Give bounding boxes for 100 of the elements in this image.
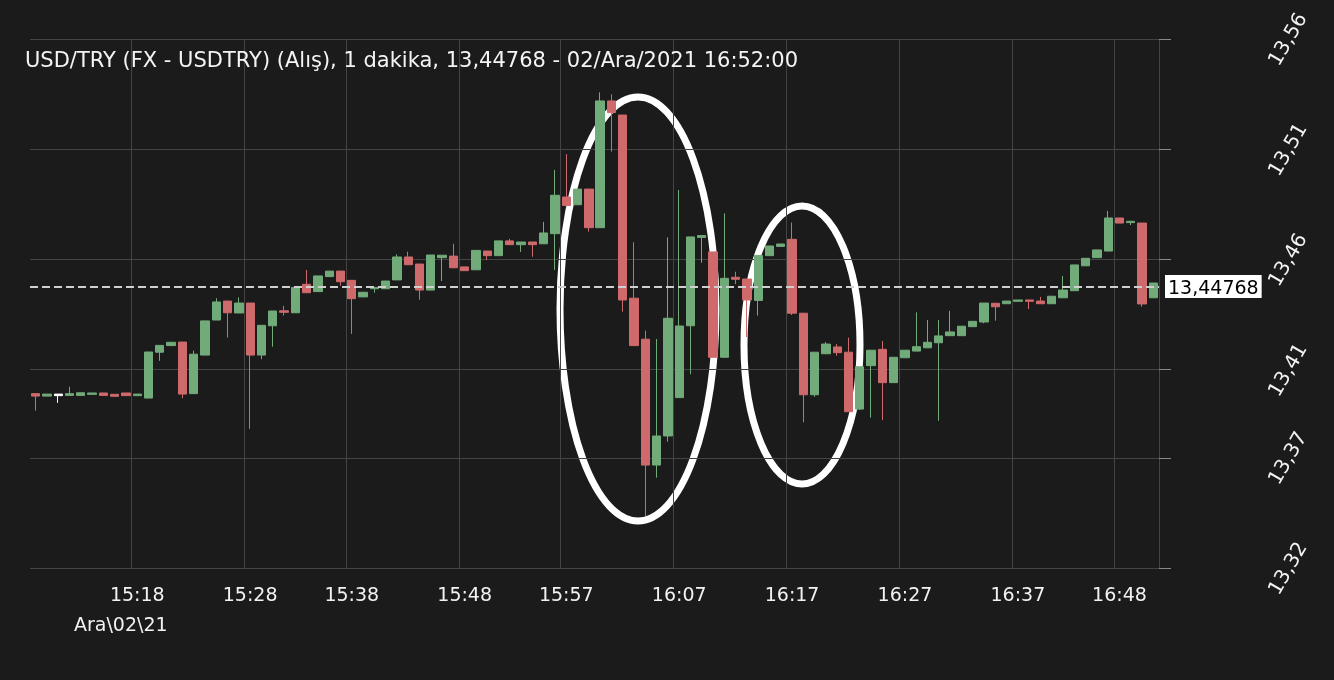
candlestick	[550, 169, 560, 271]
candlestick	[562, 153, 571, 206]
candlestick	[697, 235, 706, 264]
candlestick	[607, 93, 616, 153]
candlestick	[268, 310, 277, 348]
ref-line-label: 13,44768	[1168, 275, 1259, 298]
candlestick	[291, 286, 300, 314]
x-tick-label: 15:28	[222, 582, 278, 605]
candlestick	[189, 350, 198, 395]
candlestick	[855, 366, 864, 411]
x-tick-label: 15:18	[109, 582, 165, 605]
candlestick	[31, 393, 40, 412]
candlestick	[810, 351, 819, 398]
candlestick	[358, 291, 368, 298]
candlestick	[799, 312, 808, 423]
candlestick	[110, 393, 119, 397]
x-tick-label: 15:38	[324, 582, 380, 605]
candlestick	[223, 300, 232, 339]
chart-title: USD/TRY (FX - USDTRY) (Alış), 1 dakika, 13,44768 - 02/Ara/2021 16:52:00	[25, 47, 799, 72]
candlestick	[166, 341, 176, 347]
candlestick	[1025, 299, 1034, 310]
candlestick	[1149, 282, 1158, 299]
candlestick	[257, 324, 266, 360]
x-tick-label: 16:17	[764, 582, 820, 605]
candlestick	[415, 263, 424, 301]
x-tick-label: 16:48	[1092, 582, 1147, 605]
candlestick	[246, 302, 255, 430]
candlestick	[889, 356, 898, 384]
candlestick	[212, 297, 221, 321]
candlestick	[844, 337, 853, 413]
candlestick	[663, 236, 673, 443]
candlestick	[675, 189, 684, 399]
candlestick	[87, 392, 97, 395]
candlestick	[1013, 299, 1023, 302]
candlestick	[720, 212, 729, 358]
candlestick	[1115, 217, 1124, 224]
candlestick	[1070, 264, 1079, 292]
candlestick	[133, 393, 142, 397]
candlestick	[979, 302, 989, 324]
x-tick-label: 16:37	[990, 582, 1046, 605]
candlestick	[42, 393, 52, 397]
candlestick	[234, 296, 244, 314]
candlestick	[1036, 296, 1045, 305]
candlestick	[1126, 220, 1135, 226]
candlestick	[200, 320, 210, 356]
candlestick	[313, 275, 323, 293]
candlestick	[392, 253, 402, 281]
candlestick	[787, 222, 797, 316]
candlestick	[516, 241, 526, 253]
candlestick	[866, 349, 876, 419]
candlestick	[76, 392, 85, 396]
x-tick-label: 16:27	[877, 582, 933, 605]
candlestick	[641, 330, 650, 517]
candlestick	[821, 341, 831, 355]
text: Ara\02\21	[74, 612, 168, 635]
candlestick	[528, 241, 537, 258]
candlestick	[437, 254, 447, 282]
candlestick	[991, 302, 1000, 322]
candlestick	[539, 221, 548, 245]
candlestick	[1104, 210, 1113, 252]
candlestick	[754, 254, 763, 317]
candlestick	[279, 305, 289, 317]
candlestick	[494, 240, 503, 257]
candlestick	[426, 254, 435, 291]
candlestick	[460, 266, 469, 272]
candlestick	[471, 249, 481, 271]
candlestick	[573, 188, 582, 206]
candlestick	[1047, 295, 1056, 305]
candlestick	[776, 243, 785, 247]
candlestick	[144, 351, 153, 399]
candlestick	[742, 278, 752, 338]
candlestick	[325, 270, 334, 278]
candlestick	[1092, 249, 1102, 259]
candlestick	[347, 279, 356, 335]
candlestick	[731, 271, 740, 285]
candlestick	[155, 344, 164, 362]
candlestick	[1081, 257, 1090, 267]
candlestick	[54, 393, 63, 404]
candlestick	[878, 340, 887, 421]
x-tick-label: 16:07	[651, 582, 707, 605]
candlestick	[912, 311, 921, 352]
candlestick	[629, 241, 639, 347]
candlestick	[945, 310, 955, 337]
candlestick	[686, 236, 695, 375]
candlestick	[449, 243, 458, 269]
candlestick	[765, 245, 774, 257]
candlestick	[595, 91, 605, 229]
candlestick	[505, 238, 514, 246]
candlestick	[483, 250, 492, 261]
candlestick	[121, 392, 131, 397]
x-tick-label: 15:57	[538, 582, 594, 605]
candlestick	[65, 386, 74, 396]
candlestick	[957, 325, 966, 337]
candlestick	[833, 343, 842, 357]
candlestick	[584, 188, 594, 233]
candlestick	[1137, 222, 1147, 308]
candlestick	[1058, 275, 1068, 299]
candlestick	[336, 270, 345, 287]
candlestick	[1002, 300, 1011, 305]
x-tick-label: 15:48	[437, 582, 493, 605]
